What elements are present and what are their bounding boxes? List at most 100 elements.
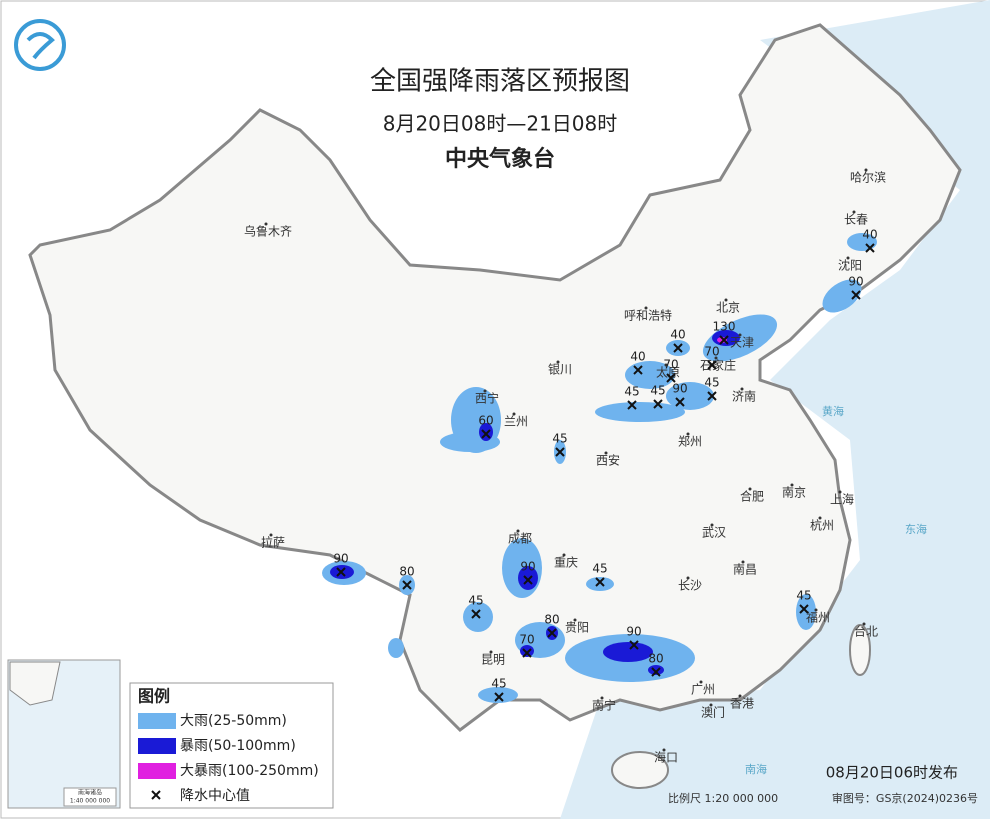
rain-center-mark	[481, 429, 491, 439]
city-dot	[852, 210, 856, 214]
logo	[14, 19, 66, 71]
city-label: 上海	[830, 492, 854, 507]
city-label: 哈尔滨	[850, 170, 886, 185]
country-outline	[28, 23, 962, 732]
legend-item: 暴雨(50-100mm)	[180, 738, 296, 754]
city-label: 重庆	[554, 556, 578, 570]
city-dot	[686, 432, 690, 436]
rain-center-mark	[523, 575, 533, 585]
issued: 08月20日06时发布	[826, 764, 958, 782]
hainan	[611, 751, 669, 789]
rain-center-value: 45	[704, 376, 719, 390]
rain-center-value: 90	[626, 625, 641, 639]
rain-center-value: 80	[399, 565, 414, 579]
rain-center-value: 90	[672, 382, 687, 396]
rain-center-mark	[471, 609, 481, 619]
title: 全国强降雨落区预报图	[370, 67, 630, 97]
rain-center-value: 45	[650, 384, 665, 398]
sea-label: 黄海	[822, 404, 844, 418]
sea-label: 南海	[745, 762, 767, 776]
city-label: 香港	[730, 697, 754, 711]
city-label: 澳门	[701, 705, 725, 720]
rain-center-mark	[629, 640, 639, 650]
rain-center-mark	[719, 335, 729, 345]
rain-center-value: 80	[544, 613, 559, 627]
city-dot	[573, 618, 577, 622]
city-dot	[838, 490, 842, 494]
inset: 南海诸岛 1:40 000 000	[7, 659, 121, 809]
city-dot	[818, 516, 822, 520]
rain-center-mark	[595, 577, 605, 587]
city-dot	[483, 389, 487, 393]
rain-center-value: 45	[624, 385, 639, 399]
city-dot	[740, 387, 744, 391]
rain-center-value: 40	[670, 328, 685, 342]
city-dot	[710, 523, 714, 527]
rain-center-mark	[851, 290, 861, 300]
rain-center-mark	[666, 373, 676, 383]
rain-center-mark	[402, 580, 412, 590]
rain-center-mark	[865, 243, 875, 253]
rain-center-mark	[494, 692, 504, 702]
rain-center-mark	[675, 397, 685, 407]
legend-swatch	[138, 763, 176, 779]
inset-title: 南海诸岛	[78, 789, 102, 797]
rain-center-mark	[336, 567, 346, 577]
rain-center-value: 40	[630, 350, 645, 364]
rain-center-value: 80	[648, 652, 663, 666]
city-dot	[738, 333, 742, 337]
city-label: 呼和浩特	[624, 308, 672, 323]
rain-center-value: 70	[519, 633, 534, 647]
city-dot	[724, 298, 728, 302]
rain-center-mark	[653, 399, 663, 409]
inset-scale: 1:40 000 000	[70, 798, 110, 805]
legend-swatch	[151, 790, 161, 800]
rain-center-value: 45	[491, 677, 506, 691]
rain-center-mark	[633, 365, 643, 375]
rain-center-mark	[651, 667, 661, 677]
city-label: 济南	[732, 389, 756, 404]
city-dot	[864, 168, 868, 172]
city-dot	[699, 680, 703, 684]
period: 8月20日08时—21日08时	[383, 112, 618, 136]
city-dot	[512, 412, 516, 416]
city-label: 南昌	[733, 562, 757, 577]
city-dot	[686, 576, 690, 580]
legend-item: 大雨(25-50mm)	[180, 713, 287, 729]
scale: 比例尺 1:20 000 000	[668, 791, 778, 805]
city-dot	[600, 696, 604, 700]
rain-center-value: 40	[862, 228, 877, 242]
rain-center-mark	[799, 604, 809, 614]
city-label: 北京	[716, 301, 740, 315]
city-label: 贵阳	[565, 621, 589, 635]
city-label: 武汉	[702, 526, 726, 540]
city-label: 福州	[806, 610, 830, 625]
issuer: 中央气象台	[445, 146, 555, 172]
city-dot	[748, 487, 752, 491]
city-label: 长沙	[678, 579, 702, 593]
city-label: 广州	[691, 683, 715, 697]
rain-center-mark	[673, 343, 683, 353]
city-label: 台北	[854, 624, 878, 639]
city-label: 天津	[730, 336, 754, 350]
rain-center-mark	[522, 648, 532, 658]
city-dot	[562, 553, 566, 557]
rain-center-value: 45	[552, 432, 567, 446]
rain-center-mark	[627, 400, 637, 410]
city-label: 沈阳	[838, 258, 862, 273]
city-dot	[604, 451, 608, 455]
city-label: 杭州	[810, 518, 834, 533]
city-label: 兰州	[504, 415, 528, 429]
city-label: 乌鲁木齐	[244, 224, 292, 239]
city-dot	[664, 363, 668, 367]
rain-centers: 40 90 130 40 70 40 70 45 45 90 45 60 45 90 80 90 45 45 80 7…	[333, 228, 878, 702]
city-dot	[741, 560, 745, 564]
rain-center-value: 90	[333, 552, 348, 566]
city-dot	[862, 622, 866, 626]
rain-center-value: 90	[848, 275, 863, 289]
city-dot	[738, 694, 742, 698]
legend-swatch	[138, 738, 176, 754]
rain-center-value: 45	[468, 594, 483, 608]
